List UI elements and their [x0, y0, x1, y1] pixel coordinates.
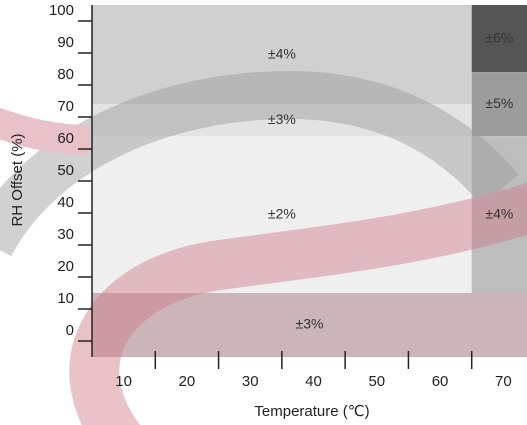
- y-tick-label: 0: [66, 322, 74, 339]
- x-tick-label: 20: [179, 373, 196, 390]
- y-tick-label: 100: [49, 2, 74, 19]
- y-axis-title: RH Offset (%): [9, 133, 26, 226]
- zone: [471, 5, 527, 73]
- zone: [471, 72, 527, 137]
- zone-label: ±3%: [268, 111, 296, 127]
- zone-label: ±6%: [485, 29, 513, 45]
- zone-label: ±4%: [268, 45, 296, 61]
- zone-label: ±4%: [485, 205, 513, 221]
- zones: [92, 5, 527, 357]
- zone-label: ±3%: [296, 316, 324, 332]
- x-tick-label: 50: [368, 373, 385, 390]
- zone-label: ±2%: [268, 205, 296, 221]
- y-tick-label: 50: [57, 162, 74, 179]
- zone: [471, 136, 527, 293]
- y-tick-label: 70: [57, 98, 74, 115]
- watermark-arc: [0, 107, 91, 155]
- watermark-arc: [0, 70, 519, 257]
- x-tick-label: 60: [432, 373, 449, 390]
- x-tick-label: 40: [305, 373, 322, 390]
- y-tick-label: 40: [57, 194, 74, 211]
- zone: [92, 293, 527, 357]
- y-tick-label: 80: [57, 66, 74, 83]
- zone: [92, 5, 472, 105]
- x-tick-label: 30: [242, 373, 259, 390]
- zone: [92, 104, 472, 137]
- zone-label: ±5%: [485, 95, 513, 111]
- y-tick-label: 90: [57, 34, 74, 51]
- y-tick-label: 20: [57, 258, 74, 275]
- x-tick-label: 10: [115, 373, 132, 390]
- y-tick-label: 60: [57, 130, 74, 147]
- watermark: [0, 70, 527, 425]
- x-tick-label: 70: [495, 373, 512, 390]
- x-axis-title: Temperature (℃): [254, 403, 369, 420]
- y-tick-label: 30: [57, 226, 74, 243]
- zone: [92, 136, 472, 293]
- axes: [78, 5, 473, 369]
- y-tick-label: 10: [57, 290, 74, 307]
- watermark-arc: [69, 182, 527, 425]
